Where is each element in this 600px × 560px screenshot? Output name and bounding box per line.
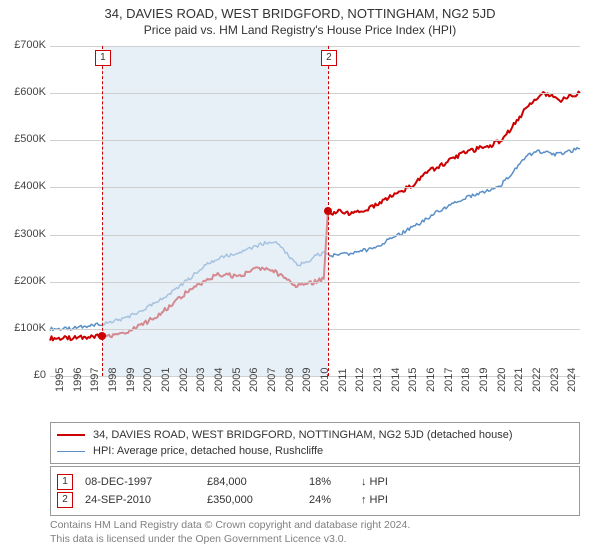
x-tick-label: 1998 bbox=[107, 368, 119, 392]
event-date: 08-DEC-1997 bbox=[85, 476, 195, 488]
x-tick-label: 2015 bbox=[407, 368, 419, 392]
x-tick-label: 1996 bbox=[72, 368, 84, 392]
event-relation: ↑ HPI bbox=[361, 494, 421, 506]
legend-row: HPI: Average price, detached house, Rush… bbox=[57, 443, 573, 459]
x-tick-label: 2021 bbox=[513, 368, 525, 392]
x-tick-label: 2022 bbox=[531, 368, 543, 392]
legend-label: HPI: Average price, detached house, Rush… bbox=[93, 445, 323, 457]
event-marker: 2 bbox=[321, 50, 337, 66]
x-tick-label: 2010 bbox=[319, 368, 331, 392]
footer-line-1: Contains HM Land Registry data © Crown c… bbox=[50, 518, 580, 532]
event-row: 1 08-DEC-1997 £84,000 18% ↓ HPI bbox=[57, 473, 573, 491]
event-line bbox=[102, 46, 103, 376]
x-tick-label: 2014 bbox=[390, 368, 402, 392]
ownership-band bbox=[102, 46, 328, 376]
x-tick-label: 2000 bbox=[142, 368, 154, 392]
x-tick-label: 1997 bbox=[89, 368, 101, 392]
legend-label: 34, DAVIES ROAD, WEST BRIDGFORD, NOTTING… bbox=[93, 429, 513, 441]
titles: 34, DAVIES ROAD, WEST BRIDGFORD, NOTTING… bbox=[0, 0, 600, 37]
sale-point bbox=[324, 207, 332, 215]
y-tick-label: £200K bbox=[2, 275, 46, 287]
x-tick-label: 2011 bbox=[337, 368, 349, 392]
y-tick-label: £400K bbox=[2, 180, 46, 192]
events-panel: 1 08-DEC-1997 £84,000 18% ↓ HPI 2 24-SEP-2010 £… bbox=[50, 466, 580, 516]
x-tick-label: 2017 bbox=[443, 368, 455, 392]
y-tick-label: £0 bbox=[2, 369, 46, 381]
y-tick-label: £700K bbox=[2, 39, 46, 51]
x-tick-label: 2006 bbox=[248, 368, 260, 392]
legend-swatch bbox=[57, 434, 85, 436]
gridline bbox=[50, 93, 580, 94]
price-chart: £0£100K£200K£300K£400K£500K£600K£700K199… bbox=[50, 46, 580, 376]
x-tick-label: 2009 bbox=[301, 368, 313, 392]
y-tick-label: £500K bbox=[2, 133, 46, 145]
event-marker: 1 bbox=[95, 50, 111, 66]
event-pct: 18% bbox=[309, 476, 349, 488]
legend-swatch bbox=[57, 451, 85, 452]
footer-line-2: This data is licensed under the Open Gov… bbox=[50, 532, 580, 546]
x-tick-label: 2023 bbox=[549, 368, 561, 392]
y-tick-label: £100K bbox=[2, 322, 46, 334]
footer: Contains HM Land Registry data © Crown c… bbox=[50, 518, 580, 546]
x-tick-label: 2018 bbox=[460, 368, 472, 392]
event-date: 24-SEP-2010 bbox=[85, 494, 195, 506]
x-tick-label: 1999 bbox=[125, 368, 137, 392]
gridline bbox=[50, 282, 580, 283]
x-tick-label: 2024 bbox=[566, 368, 578, 392]
x-tick-label: 1995 bbox=[54, 368, 66, 392]
gridline bbox=[50, 46, 580, 47]
event-row: 2 24-SEP-2010 £350,000 24% ↑ HPI bbox=[57, 491, 573, 509]
x-tick-label: 2020 bbox=[496, 368, 508, 392]
legend-panel: 34, DAVIES ROAD, WEST BRIDGFORD, NOTTING… bbox=[50, 422, 580, 464]
event-price: £84,000 bbox=[207, 476, 297, 488]
event-relation: ↓ HPI bbox=[361, 476, 421, 488]
x-tick-label: 2001 bbox=[160, 368, 172, 392]
plot-area: £0£100K£200K£300K£400K£500K£600K£700K199… bbox=[50, 46, 580, 376]
gridline bbox=[50, 235, 580, 236]
gridline bbox=[50, 140, 580, 141]
x-tick-label: 2019 bbox=[478, 368, 490, 392]
y-tick-label: £600K bbox=[2, 86, 46, 98]
x-tick-label: 2012 bbox=[354, 368, 366, 392]
x-tick-label: 2003 bbox=[195, 368, 207, 392]
x-tick-label: 2007 bbox=[266, 368, 278, 392]
x-tick-label: 2005 bbox=[231, 368, 243, 392]
gridline bbox=[50, 187, 580, 188]
x-tick-label: 2016 bbox=[425, 368, 437, 392]
event-pct: 24% bbox=[309, 494, 349, 506]
x-tick-label: 2013 bbox=[372, 368, 384, 392]
event-number-box: 1 bbox=[57, 474, 73, 490]
x-tick-label: 2002 bbox=[178, 368, 190, 392]
x-tick-label: 2008 bbox=[284, 368, 296, 392]
gridline bbox=[50, 329, 580, 330]
title-main: 34, DAVIES ROAD, WEST BRIDGFORD, NOTTING… bbox=[0, 6, 600, 21]
y-tick-label: £300K bbox=[2, 228, 46, 240]
event-number-box: 2 bbox=[57, 492, 73, 508]
legend-row: 34, DAVIES ROAD, WEST BRIDGFORD, NOTTING… bbox=[57, 427, 573, 443]
title-sub: Price paid vs. HM Land Registry's House … bbox=[0, 23, 600, 37]
x-tick-label: 2004 bbox=[213, 368, 225, 392]
event-price: £350,000 bbox=[207, 494, 297, 506]
